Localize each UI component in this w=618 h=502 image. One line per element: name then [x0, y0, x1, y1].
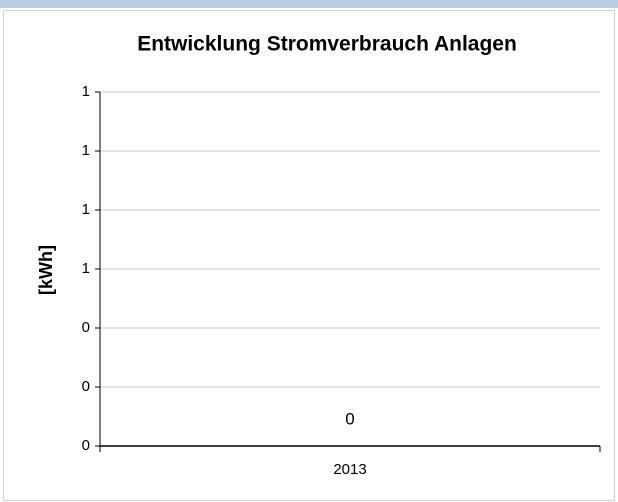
y-tick-label: 0 [82, 319, 90, 336]
y-axis-label: [kWh] [36, 245, 56, 295]
chart-title: Entwicklung Stromverbrauch Anlagen [137, 33, 517, 56]
y-tick-label: 1 [82, 201, 90, 218]
y-tick-label: 1 [82, 142, 90, 159]
y-tick-label: 1 [82, 260, 90, 277]
chart-border [3, 10, 615, 501]
top-bar [0, 0, 618, 8]
x-tick-label: 2013 [333, 461, 366, 478]
data-label: 0 [345, 409, 354, 428]
y-tick-label: 0 [82, 378, 90, 395]
y-tick-label: 1 [82, 83, 90, 100]
y-tick-label: 0 [82, 437, 90, 454]
